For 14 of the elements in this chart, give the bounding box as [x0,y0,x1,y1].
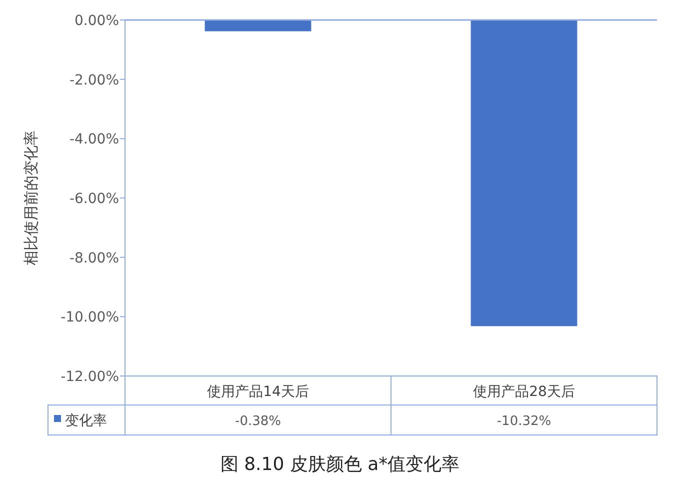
y-axis-title: 相比使用前的变化率 [22,130,40,266]
y-tick-label: -6.00% [69,191,119,207]
text: 图 8.10 皮肤颜色 a*值变化率 [220,454,460,475]
y-tick-label: -8.00% [69,250,119,266]
y-tick-label: -10.00% [60,310,119,326]
legend-label: 变化率 [65,413,107,429]
x-tick-label: 使用产品28天后 [473,384,575,400]
y-tick-label: 0.00% [74,13,119,29]
y-tick-label: -4.00% [69,132,119,148]
data-label: -0.38% [235,414,281,429]
y-tick-label: -12.00% [60,369,119,385]
y-tick-label: -2.00% [69,72,119,88]
x-tick-label: 使用产品14天后 [207,384,309,400]
data-label: -10.32% [496,414,552,429]
